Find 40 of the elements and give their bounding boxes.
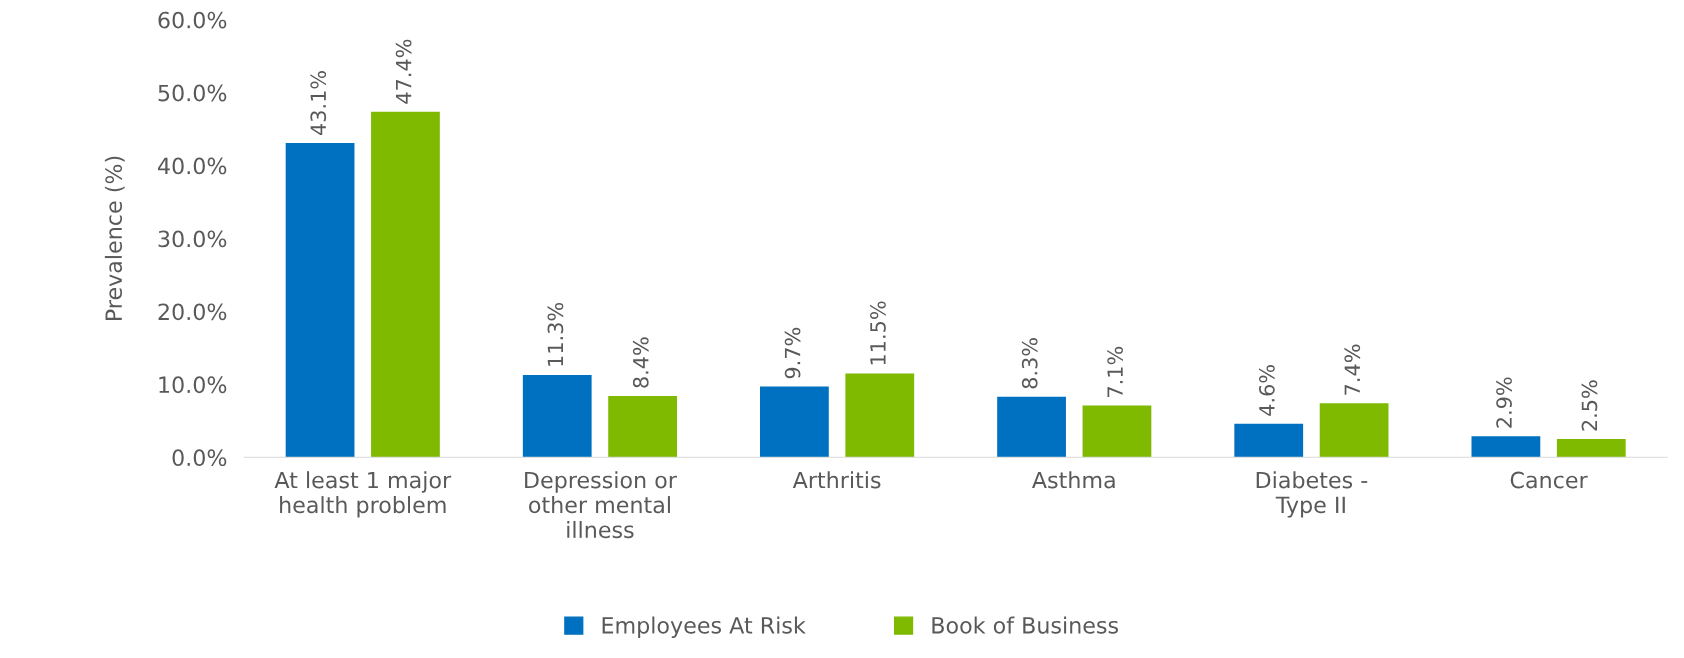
bar xyxy=(1556,439,1626,458)
legend-label: Employees At Risk xyxy=(602,616,806,638)
data-label: 7.1% xyxy=(1107,346,1123,397)
x-tick-label: Cancer xyxy=(1510,471,1588,489)
bar xyxy=(371,111,440,458)
bar xyxy=(608,396,677,458)
y-axis-title: Prevalence (%) xyxy=(104,156,125,321)
data-label: 4.6% xyxy=(1259,365,1275,416)
y-tick-label: 20.0% xyxy=(158,303,227,321)
x-tick-label: Asthma xyxy=(1032,471,1115,489)
y-tick-label: 40.0% xyxy=(158,157,227,175)
data-label: 9.7% xyxy=(784,327,801,379)
data-label: 11.3% xyxy=(547,302,564,366)
bar xyxy=(285,142,355,458)
data-label: 43.1% xyxy=(310,71,327,136)
y-tick-label: 50.0% xyxy=(158,84,227,102)
x-tick-label: Diabetes - Type II xyxy=(1256,471,1368,518)
y-tick-label: 30.0% xyxy=(158,230,227,248)
bar xyxy=(997,396,1066,458)
bar xyxy=(1082,405,1152,458)
data-label: 11.5% xyxy=(870,301,886,365)
x-tick-label: At least 1 major health problem xyxy=(274,471,452,518)
data-label: 8.3% xyxy=(1021,338,1038,389)
x-tick-label: Arthritis xyxy=(792,471,881,489)
data-label: 47.4% xyxy=(395,39,412,104)
x-tick-label: Depression or other mental illness xyxy=(525,471,677,539)
y-tick-label: 60.0% xyxy=(158,11,227,29)
bar xyxy=(845,373,915,458)
bar xyxy=(1471,436,1541,458)
data-label: 7.4% xyxy=(1344,344,1361,395)
data-label: 2.9% xyxy=(1496,377,1512,428)
bar xyxy=(522,374,592,458)
data-label: 8.4% xyxy=(632,337,649,388)
data-label: 2.5% xyxy=(1581,380,1598,431)
y-tick-label: 0.0% xyxy=(172,449,227,467)
bar xyxy=(1319,403,1389,458)
legend-label: Book of Business xyxy=(932,616,1119,634)
bar xyxy=(760,386,829,458)
y-tick-label: 10.0% xyxy=(159,376,227,394)
bar xyxy=(1234,423,1304,458)
